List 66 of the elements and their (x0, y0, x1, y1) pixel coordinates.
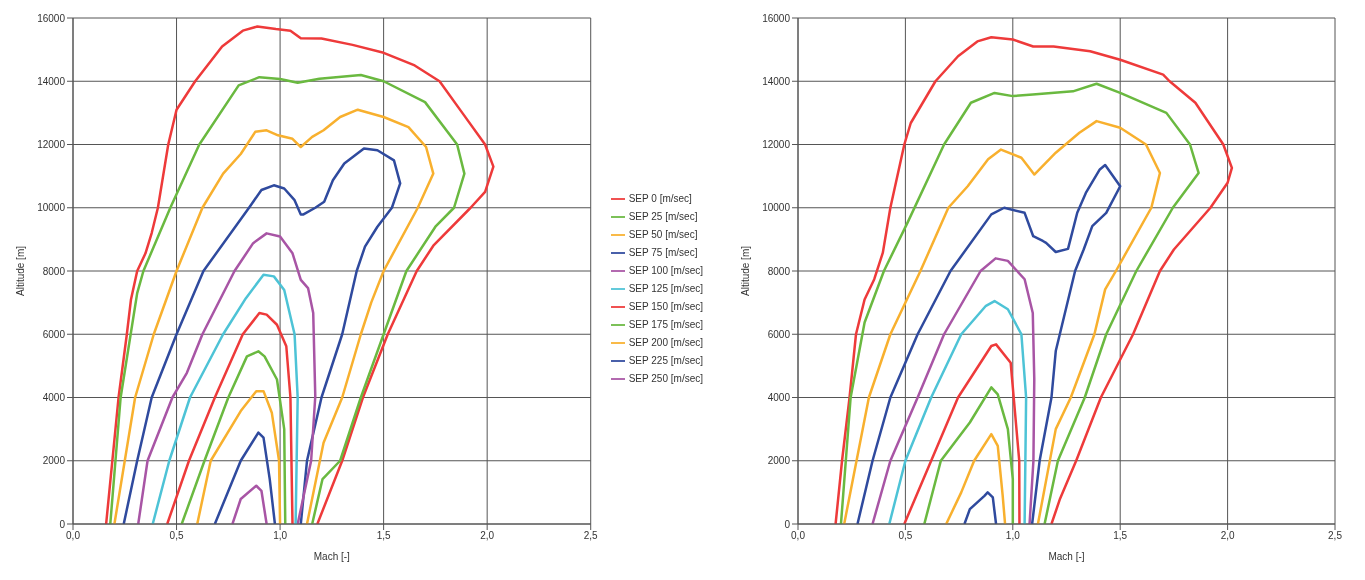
line-series (834, 36, 1234, 524)
y-tick-label: 6000 (767, 328, 791, 340)
line-series (231, 484, 268, 524)
x-tick-label: 2,0 (1220, 530, 1235, 542)
y-axis-title: Altitude [m] (739, 245, 751, 297)
line-series (839, 82, 1200, 524)
line-series (136, 232, 317, 524)
x-tick-label: 0,0 (66, 530, 81, 542)
y-tick-label: 12000 (37, 139, 66, 151)
y-tick-label: 0 (784, 518, 791, 530)
x-tick-label: 1,5 (376, 530, 392, 542)
x-tick-label: 0,5 (898, 530, 913, 542)
legend-label: SEP 100 [m/sec] (628, 265, 703, 276)
y-tick-label: 10000 (762, 202, 791, 214)
x-tick-label: 1,5 (1113, 530, 1128, 542)
x-tick-label: 0,0 (791, 530, 806, 542)
x-tick-label: 2,5 (1328, 530, 1343, 542)
y-tick-label: 8000 (767, 265, 791, 277)
x-tick-label: 2,0 (480, 530, 495, 542)
line-series (944, 432, 1007, 524)
x-axis-title: Mach [-] (1048, 551, 1085, 562)
legend-label: SEP 200 [m/sec] (628, 337, 703, 348)
line-series (871, 257, 1036, 524)
legend-label: SEP 225 [m/sec] (628, 355, 703, 366)
line-series (888, 299, 1028, 524)
line-series (104, 25, 495, 524)
y-axis-title: Altitude [m] (14, 245, 26, 297)
x-tick-label: 1,0 (273, 530, 288, 542)
x-tick-label: 1,0 (1005, 530, 1021, 542)
line-series (963, 491, 998, 524)
line-series (109, 73, 466, 524)
legend-label: SEP 125 [m/sec] (628, 283, 703, 294)
y-tick-label: 12000 (762, 139, 791, 151)
line-series (122, 147, 402, 524)
y-tick-label: 14000 (37, 75, 66, 87)
line-series (113, 108, 435, 524)
legend-label: SEP 25 [m/sec] (628, 211, 698, 222)
y-tick-label: 14000 (762, 75, 791, 87)
legend-label: SEP 250 [m/sec] (628, 373, 703, 384)
y-tick-label: 4000 (767, 392, 791, 404)
y-tick-label: 2000 (42, 455, 66, 467)
y-tick-label: 16000 (37, 12, 66, 24)
y-tick-label: 10000 (37, 202, 66, 214)
legend-label: SEP 75 [m/sec] (628, 247, 698, 258)
legend-label: SEP 0 [m/sec] (628, 193, 692, 204)
line-series (213, 431, 277, 524)
line-series (842, 119, 1162, 524)
legend-label: SEP 175 [m/sec] (628, 319, 703, 330)
x-axis-title: Mach [-] (313, 551, 351, 562)
line-series (151, 273, 299, 524)
line-series (165, 311, 294, 524)
y-tick-label: 4000 (42, 392, 66, 404)
line-series (856, 163, 1122, 524)
x-tick-label: 0,5 (169, 530, 184, 542)
x-tick-label: 2,5 (583, 530, 599, 542)
y-tick-label: 6000 (42, 328, 66, 340)
y-tick-label: 8000 (42, 265, 66, 277)
line-series (903, 343, 1021, 524)
legend-label: SEP 50 [m/sec] (628, 229, 698, 240)
y-tick-label: 16000 (762, 12, 791, 24)
legend-label: SEP 150 [m/sec] (628, 301, 703, 312)
y-tick-label: 0 (59, 518, 66, 530)
line-series (180, 350, 287, 524)
y-tick-label: 2000 (767, 455, 791, 467)
line-series (196, 389, 282, 524)
line-series (923, 386, 1015, 524)
